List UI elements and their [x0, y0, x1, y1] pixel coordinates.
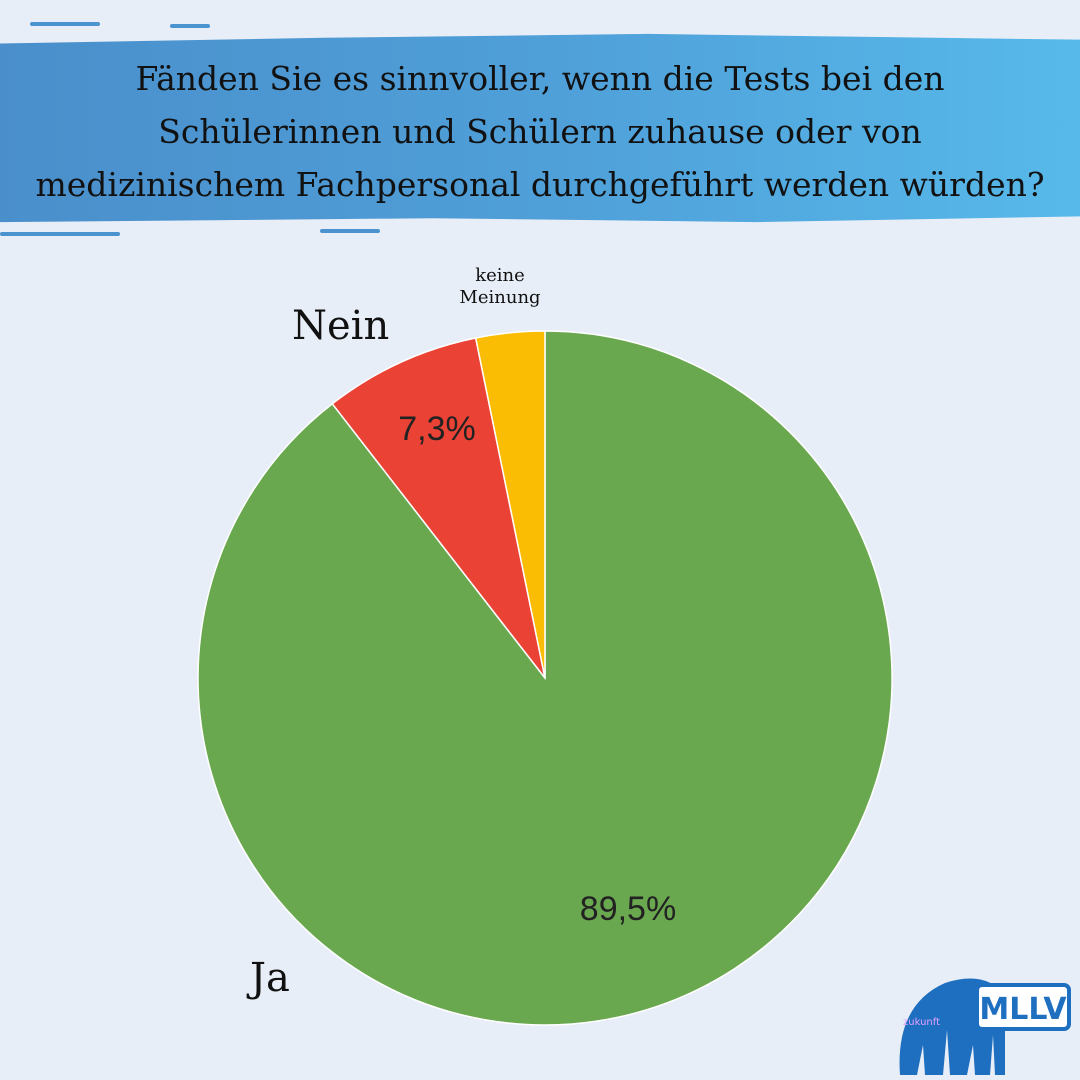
label-nein: Nein	[292, 303, 390, 349]
title-banner	[0, 33, 1080, 223]
title-line: Fänden Sie es sinnvoller, wenn die Tests…	[135, 59, 945, 98]
pie-slice-2	[474, 330, 546, 679]
svg-text:zukunft: zukunft	[903, 1017, 940, 1028]
slice-value-label: 7,3%	[398, 410, 476, 448]
brush-stroke	[320, 229, 380, 233]
pie-slice-1	[331, 337, 546, 679]
slice-value-label: 89,5%	[580, 890, 676, 928]
title-line: Schülerinnen und Schülern zuhause oder v…	[158, 112, 922, 151]
brush-stroke	[0, 232, 120, 236]
label-keine-meinung: keine Meinung	[440, 265, 560, 309]
title-line: medizinischem Fachpersonal durchgeführt …	[35, 165, 1045, 204]
label-line: Meinung	[459, 287, 541, 308]
label-line: keine	[475, 265, 525, 286]
brush-stroke	[30, 22, 100, 26]
label-ja: Ja	[250, 955, 290, 1001]
brush-stroke	[170, 24, 210, 28]
svg-text:MLLV: MLLV	[979, 992, 1067, 1027]
chart-question-title: Fänden Sie es sinnvoller, wenn die Tests…	[0, 52, 1080, 211]
mllv-logo: MLLV zukunft	[899, 978, 1071, 1075]
